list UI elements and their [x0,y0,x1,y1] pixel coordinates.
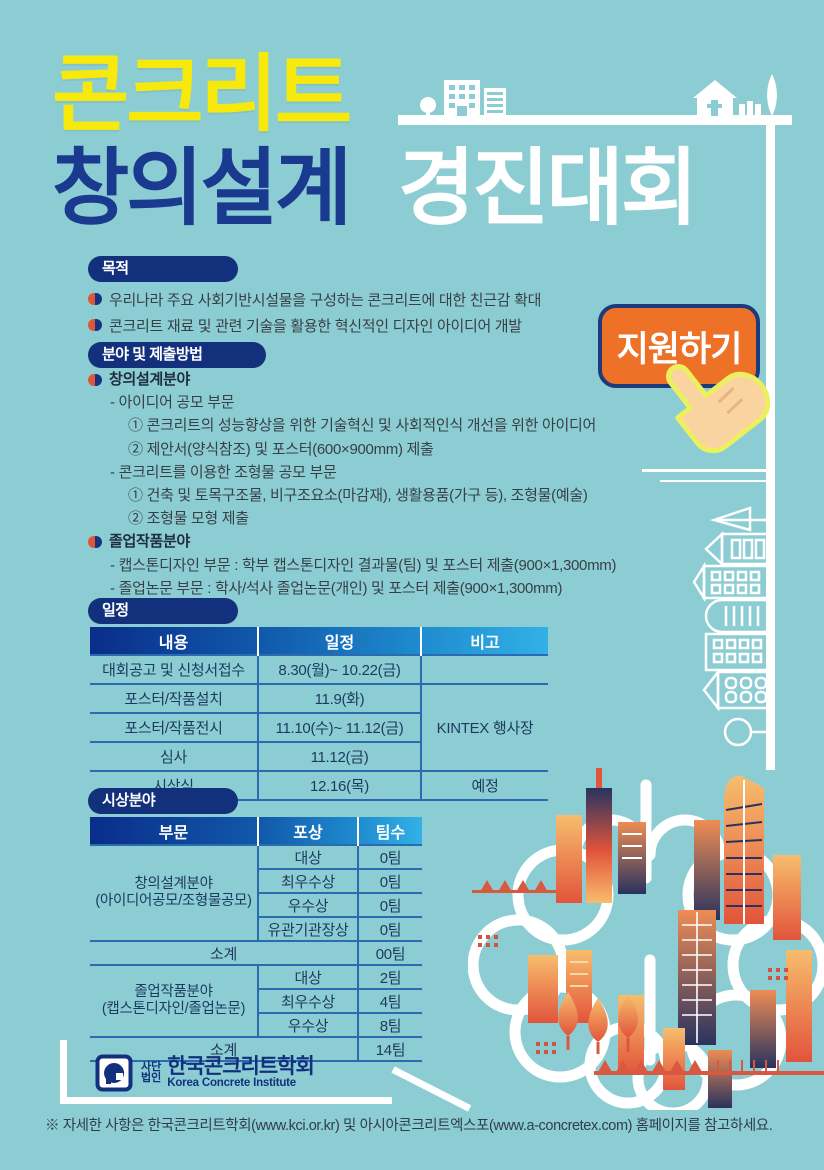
table-row: 우수상 0팀 [90,892,422,917]
schedule-col-note: 비고 [420,627,548,655]
logo-name-en: Korea Concrete Institute [167,1077,297,1089]
brain-city-illustration [468,768,824,1110]
awards-group-1: 창의설계분야 (아이디어공모/조형물공모) [90,844,258,941]
title-line-2: 창의설계 [52,141,352,235]
purpose-item-text: 우리나라 주요 사회기반시설물을 구성하는 콘크리트에 대한 친근감 확대 [109,291,542,309]
awards-col-prize: 포상 [257,817,358,845]
bullet-icon [88,536,102,549]
fields-heading: 분야 및 제출방법 [88,342,266,368]
footer-note: ※ 자세한 사항은 한국콘크리트학회(www.kci.or.kr) 및 아시아콘… [45,1118,773,1134]
field-category: 창의설계분야 [88,368,678,391]
awards-table: 부문 포상 팀수 창의설계분야 (아이디어공모/조형물공모) 대상 0팀 최우수… [90,817,422,1062]
purpose-item: 우리나라 주요 사회기반시설물을 구성하는 콘크리트에 대한 친근감 확대 [88,286,541,312]
side-buildings-icon [692,506,772,747]
table-row: 우수상 8팀 [90,1012,422,1037]
title-line-3: 경진대회 [398,141,698,235]
awards-col-teams: 팀수 [357,817,422,845]
kci-logo: 사단 법인 한국콘크리트학회 Korea Concrete Institute [95,1054,315,1092]
field-item: ② 제안서(양식참조) 및 포스터(600×900mm) 제출 [128,440,434,458]
purpose-item-text: 콘크리트 재료 및 관련 기술을 활용한 혁신적인 디자인 아이디어 개발 [109,317,522,335]
purpose-list: 우리나라 주요 사회기반시설물을 구성하는 콘크리트에 대한 친근감 확대 콘크… [88,286,541,338]
field-item: ① 건축 및 토목구조물, 비구조요소(마감재), 생활용품(가구 등), 조형… [128,487,588,505]
fields-list: 창의설계분야 - 아이디어 공모 부문 ① 콘크리트의 성능향상을 위한 기술혁… [88,368,678,600]
table-row: 소계 00팀 [90,940,422,965]
field-item: ① 콘크리트의 성능향상을 위한 기술혁신 및 사회적인식 개선을 위한 아이디… [128,417,597,435]
kci-logo-mark-icon [95,1054,133,1092]
hand-cursor-icon [666,364,771,454]
table-row: 최우수상 0팀 [90,868,422,893]
schedule-heading: 일정 [88,598,238,624]
field-item: - 아이디어 공모 부문 [110,394,235,412]
schedule-col-content: 내용 [90,627,258,655]
logo-name-kr: 한국콘크리트학회 [167,1055,315,1078]
table-row: 최우수상 4팀 [90,988,422,1013]
title-line-1: 콘크리트 [52,47,352,141]
bullet-icon [88,373,102,386]
decor-frame-line [60,1040,67,1104]
bullet-icon [88,293,102,305]
schedule-col-date: 일정 [257,627,421,655]
field-item: - 졸업논문 부문 : 학사/석사 졸업논문(개인) 및 포스터 제출(900×… [110,579,563,597]
table-row: 포스터/작품설치 11.9(화) KINTEX 행사장 [90,683,548,771]
city-skyline-icon [398,74,792,125]
field-item: ② 조형물 모형 제출 [128,510,249,528]
table-row: 심사 11.12(금) [90,741,548,771]
purpose-item: 콘크리트 재료 및 관련 기술을 활용한 혁신적인 디자인 아이디어 개발 [88,312,541,338]
awards-group-2: 졸업작품분야 (캡스톤디자인/졸업논문) [90,964,258,1037]
table-row: 창의설계분야 (아이디어공모/조형물공모) 대상 0팀 [90,844,422,941]
field-item: - 콘크리트를 이용한 조형물 공모 부문 [110,463,337,481]
decor-tick-line [660,480,772,482]
field-category: 졸업작품분야 [88,530,678,553]
decor-frame-line [60,1097,392,1104]
table-row: 소계 14팀 [90,1036,422,1062]
awards-heading: 시상분야 [88,788,238,814]
awards-col-division: 부문 [90,817,258,845]
vertical-frame-line [766,118,775,770]
bullet-icon [88,319,102,331]
decor-tick-line [642,469,772,472]
table-row: 포스터/작품전시 11.10(수)~ 11.12(금) [90,712,548,742]
table-row: 졸업작품분야 (캡스톤디자인/졸업논문) 대상 2팀 [90,964,422,1037]
logo-prefix: 사단 법인 [141,1061,162,1084]
decor-diagonal-line [391,1066,472,1112]
field-item: - 캡스톤디자인 부문 : 학부 캡스톤디자인 결과물(팀) 및 포스터 제출(… [110,556,617,574]
table-row: 유관기관장상 0팀 [90,916,422,941]
table-row: 대회공고 및 신청서접수 8.30(월)~ 10.22(금) [90,654,548,684]
purpose-heading: 목적 [88,256,238,282]
